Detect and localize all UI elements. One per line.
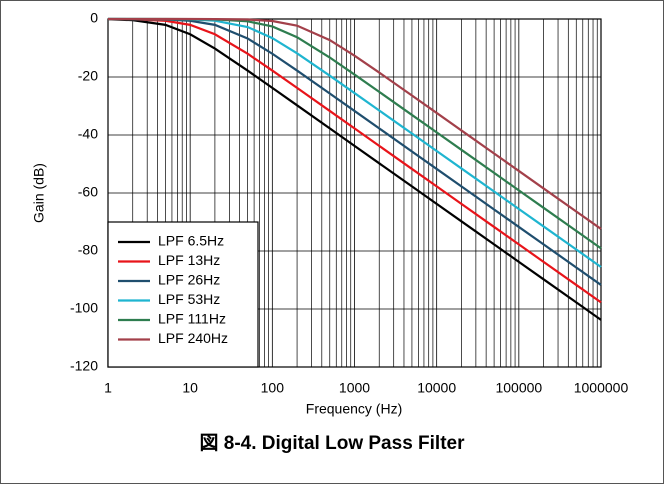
x-tick-label: 100000 [495,380,542,396]
caption: 図 8-4. Digital Low Pass Filter [199,432,465,454]
series-line [107,17,602,286]
legend-label: LPF 111Hz [158,311,226,327]
y-tick-label: -120 [70,358,98,374]
y-tick-label: -20 [78,68,98,84]
x-axis-label: Frequency (Hz) [306,401,402,417]
x-tick-label: 1 [104,380,112,396]
series-line [107,17,602,304]
legend-label: LPF 26Hz [158,272,220,288]
y-axis-label: Gain (dB) [31,163,47,223]
series-line [108,17,602,230]
legend-label: LPF 13Hz [158,252,220,268]
x-tick-label: 10000 [417,380,456,396]
y-tick-label: -80 [78,242,98,258]
legend-box [107,221,259,368]
series-line [107,18,602,321]
legend-label: LPF 240Hz [158,330,228,346]
x-tick-label: 1000000 [574,380,629,396]
x-tick-label: 1000 [339,380,370,396]
y-tick-label: -60 [78,184,98,200]
x-tick-label: 100 [261,380,285,396]
legend-label: LPF 53Hz [158,291,220,307]
y-tick-label: -100 [70,300,98,316]
y-tick-label: 0 [90,10,98,26]
y-tick-label: -40 [78,126,98,142]
x-tick-label: 10 [182,380,198,396]
legend-label: LPF 6.5Hz [158,233,224,249]
plot-border [107,18,602,368]
